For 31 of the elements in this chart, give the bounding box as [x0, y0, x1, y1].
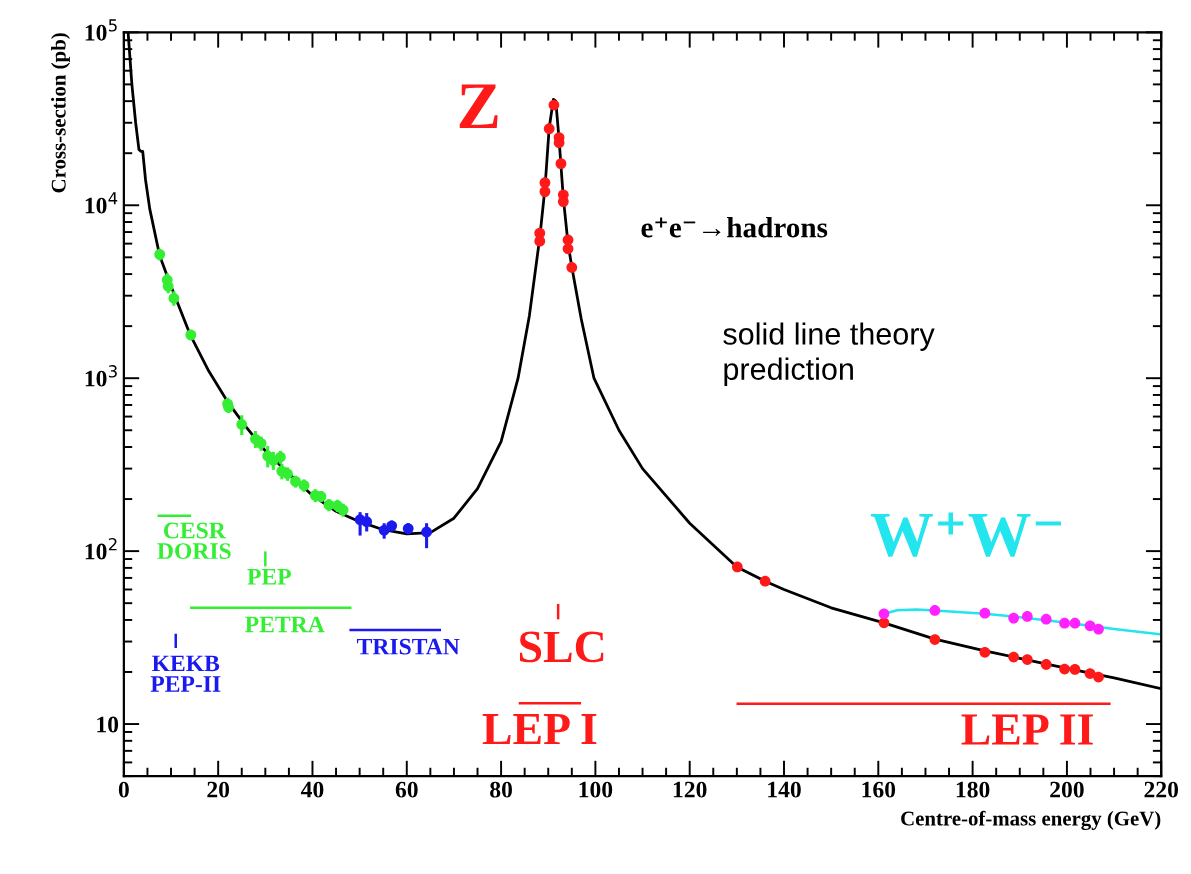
annotation: e⁺e⁻→hadrons [641, 216, 828, 238]
series-label: Z [459, 84, 498, 129]
series-label: CESR DORIS [157, 522, 231, 560]
y-tick-label: 10 [97, 716, 119, 733]
series-label: PEP [247, 569, 291, 585]
x-tick-label: 220 [1144, 781, 1179, 798]
series-label: TRISTAN [356, 638, 460, 655]
x-tick-label: 140 [768, 781, 801, 798]
series-label: LEP I [482, 713, 597, 745]
y-axis-title: Cross-section (pb) [51, 33, 70, 193]
y-tick-label: 10$^{5}$ [85, 19, 117, 41]
x-tick-label: 0 [118, 781, 129, 798]
x-tick-label: 40 [300, 781, 324, 798]
y-tick-label: 10$^{3}$ [85, 365, 117, 387]
x-axis-title: Centre-of-mass energy (GeV) [901, 810, 1161, 830]
y-tick-label: 10$^{4}$ [85, 192, 118, 214]
series-label: LEP II [961, 714, 1093, 745]
series-label: SLC [520, 631, 604, 663]
x-tick-label: 200 [1050, 781, 1084, 798]
x-tick-label: 120 [673, 781, 707, 798]
x-tick-label: 20 [207, 781, 230, 798]
x-tick-label: 160 [862, 781, 896, 798]
x-tick-label: 100 [579, 781, 613, 798]
x-tick-label: 80 [490, 781, 512, 798]
series-label: PETRA [245, 616, 325, 633]
x-tick-label: 60 [395, 781, 418, 798]
y-tick-label: 10$^{2}$ [85, 537, 117, 560]
series-label: KEKB PEP-II [150, 655, 221, 692]
annotation: solid line theory prediction [723, 322, 935, 387]
x-tick-label: 180 [956, 781, 990, 798]
series-label: W⁺W⁻ [870, 512, 1061, 557]
